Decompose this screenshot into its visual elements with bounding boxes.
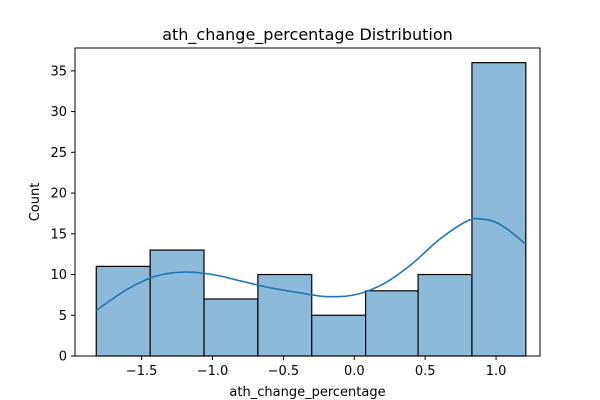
x-tick-label: −1.0: [197, 364, 229, 379]
y-tick-label: 0: [59, 350, 67, 365]
histogram-bar: [471, 62, 527, 357]
histogram-bar: [149, 249, 205, 357]
x-tick-label: −1.5: [126, 364, 158, 379]
y-tick-label: 35: [50, 64, 67, 79]
y-tick-label: 30: [50, 105, 67, 120]
y-axis-ticks: 0 5 10 15 20 25 30 35: [50, 64, 75, 365]
histogram-bar: [257, 273, 313, 357]
kde-curve: [95, 217, 527, 312]
x-tick-label: −0.5: [268, 364, 300, 379]
histogram-bar: [365, 290, 419, 357]
histogram-bar: [311, 314, 367, 357]
y-tick-label: 10: [50, 268, 67, 283]
x-axis-ticks: −1.5 −1.0 −0.5 0.0 0.5 1.0: [126, 356, 507, 379]
histogram-bar: [203, 298, 259, 357]
y-tick-label: 5: [59, 309, 67, 324]
y-tick-label: 25: [50, 146, 67, 161]
plot-area-frame: [74, 47, 541, 357]
histogram-bar: [417, 273, 473, 357]
x-tick-label: 0.0: [344, 364, 365, 379]
y-axis-label: Count: [28, 183, 43, 222]
chart-title: ath_change_percentage Distribution: [162, 25, 453, 45]
x-tick-label: 0.5: [415, 364, 436, 379]
x-axis-label: ath_change_percentage: [229, 385, 385, 400]
histogram-bar: [95, 265, 151, 357]
histogram-bars: [95, 62, 527, 357]
y-tick-label: 20: [50, 187, 67, 202]
x-tick-label: 1.0: [486, 364, 507, 379]
y-tick-label: 15: [50, 227, 67, 242]
